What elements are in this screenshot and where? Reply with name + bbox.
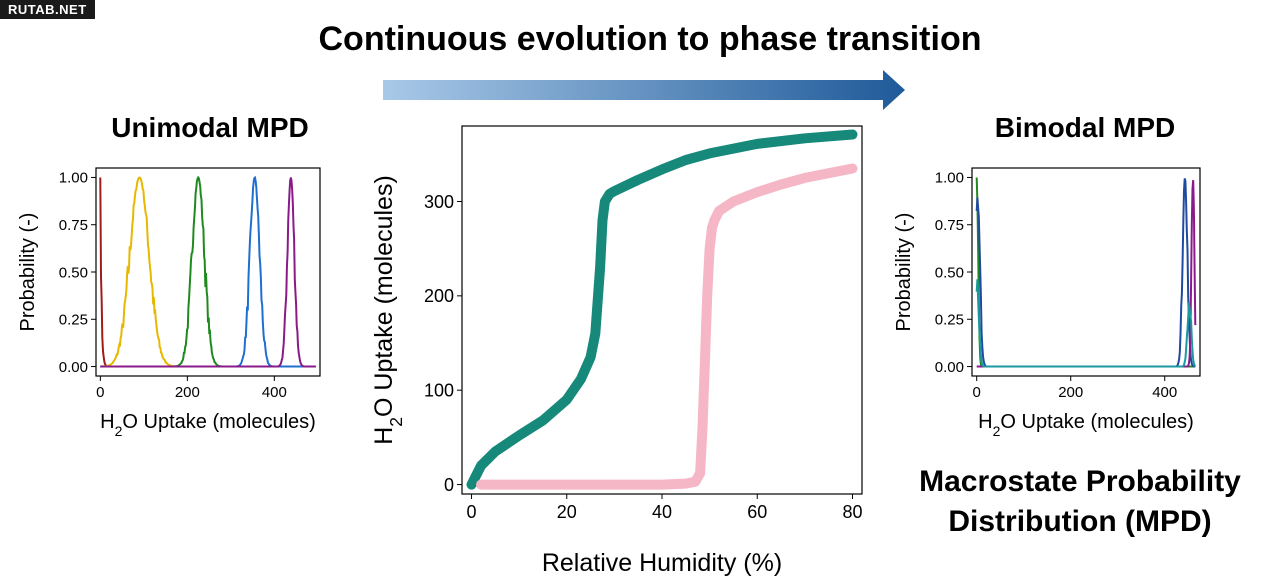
y-axis-label: H2O Uptake (molecules) [370,175,406,445]
mpd-series-dark-blue [975,178,1196,368]
y-tick-label: 0.75 [59,217,88,234]
unimodal-title: Unimodal MPD [111,112,309,143]
x-axis-label: Relative Humidity (%) [542,549,782,577]
y-tick-label: 0.75 [935,217,964,234]
isotherm-phase-transition [476,163,858,490]
mpd-caption-line1: Macrostate Probability [919,465,1241,498]
bimodal-title: Bimodal MPD [994,112,1176,143]
y-axis-label: Probability (-) [893,213,915,332]
x-tick-label: 20 [557,502,577,522]
y-tick-label: 0 [444,475,454,495]
y-tick-label: 0.00 [935,359,964,376]
y-axis-label: Probability (-) [17,213,39,332]
bimodal-mpd-chart: 0 200 400 0.00 0.25 0.50 0.75 1.00 H2O Uptake (m… [893,167,1201,439]
uptake-isotherm-chart: 0 20 40 60 80 0 100 200 300 Relative Humidity (%)… [370,125,863,577]
y-tick-label: 1.00 [935,170,964,187]
x-tick-label: 0 [96,384,104,401]
y-tick-label: 200 [424,286,454,306]
progression-arrow [383,70,905,110]
main-title: Continuous evolution to phase transition [318,20,982,58]
y-tick-label: 300 [424,192,454,212]
unimodal-mpd-chart: 0 200 400 0.00 0.25 0.50 0.75 1.00 H2O Uptake (m… [17,167,321,439]
x-tick-label: 60 [747,502,767,522]
y-tick-label: 0.50 [935,264,964,281]
x-tick-label: 80 [842,502,862,522]
mpd-series-teal [975,279,1197,368]
plot-frame [971,167,1201,377]
x-tick-label: 0 [973,384,981,401]
x-tick-label: 400 [262,384,287,401]
x-tick-label: 0 [467,502,477,522]
x-tick-label: 200 [1058,384,1083,401]
y-tick-label: 0.00 [59,359,88,376]
y-tick-label: 1.00 [59,170,88,187]
x-axis-label: H2O Uptake (molecules) [100,411,316,439]
x-tick-label: 400 [1152,384,1177,401]
mpd-caption: Macrostate Probability Distribution (MPD… [895,462,1265,542]
watermark: RUTAB.NET [0,0,95,19]
mpd-caption-line2: Distribution (MPD) [948,505,1212,538]
mpd-series-purple [100,177,316,368]
mpd-series-green [975,177,1196,368]
y-tick-label: 0.50 [59,264,88,281]
y-tick-label: 0.25 [59,312,88,329]
mpd-series-purple [976,180,1197,368]
isotherm-continuous [466,129,858,490]
x-axis-label: H2O Uptake (molecules) [978,411,1194,439]
y-tick-label: 0.25 [935,312,964,329]
y-tick-label: 100 [424,381,454,401]
x-tick-label: 40 [652,502,672,522]
x-tick-label: 200 [175,384,200,401]
